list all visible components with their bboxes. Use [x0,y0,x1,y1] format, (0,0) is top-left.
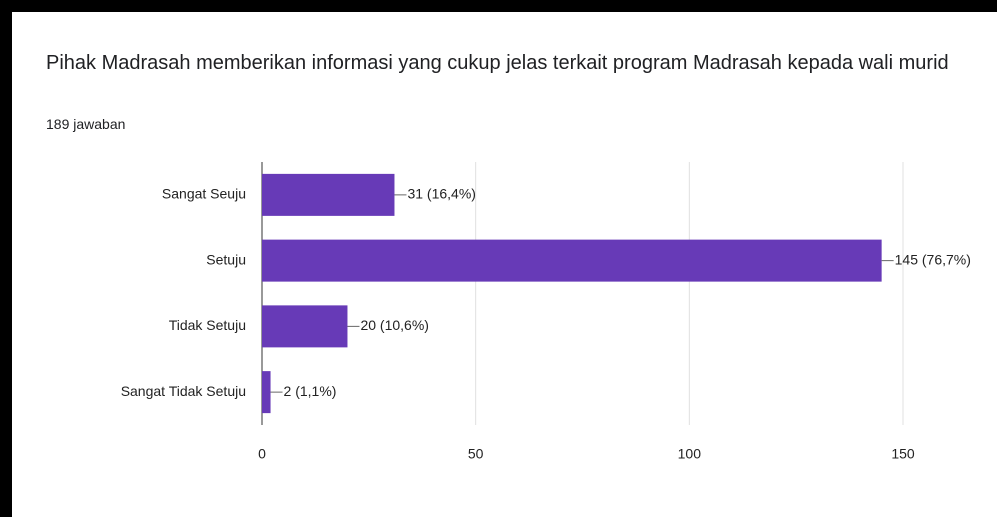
x-tick-label: 0 [258,446,266,462]
y-tick-label: Setuju [206,251,246,267]
chart-subtitle: 189 jawaban [46,116,126,132]
value-label: 20 (10,6%) [360,317,428,333]
bar [262,305,348,348]
value-label: 145 (76,7%) [895,251,971,267]
frame-left [0,0,12,517]
y-tick-label: Sangat Tidak Setuju [121,383,246,399]
y-tick-label: Sangat Seuju [162,186,246,202]
bar [262,173,395,216]
frame-top [0,0,997,12]
chart-title: Pihak Madrasah memberikan informasi yang… [46,52,949,74]
bar [262,239,882,282]
y-tick-label: Tidak Setuju [169,317,246,333]
x-tick-label: 100 [678,446,702,462]
x-tick-label: 150 [891,446,915,462]
value-label: 31 (16,4%) [407,186,475,202]
x-tick-label: 50 [468,446,484,462]
value-label: 2 (1,1%) [284,383,337,399]
bar [262,371,271,414]
